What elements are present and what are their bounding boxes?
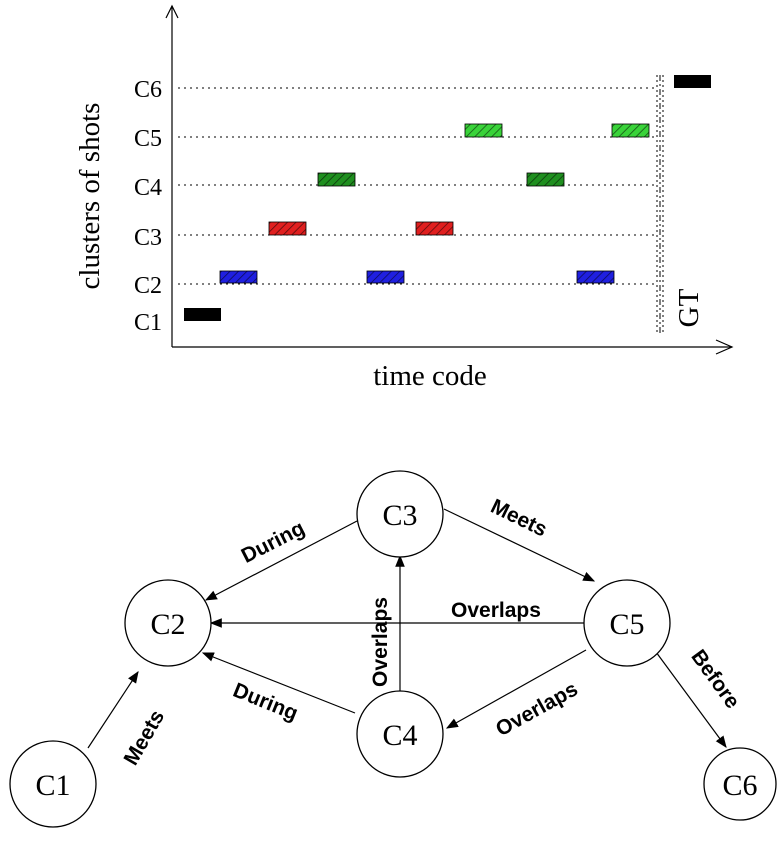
bar-c3-2 (415, 221, 454, 236)
row-label-c1: C1 (134, 310, 162, 336)
node-c5: C5 (583, 579, 671, 667)
node-c3-label: C3 (382, 499, 417, 532)
row-labels: C6 C5 C4 C3 C2 C1 (134, 77, 162, 336)
gt-label: GT (673, 288, 705, 327)
bar-c3-1 (268, 221, 307, 236)
timeline-chart: clusters of shots time code C6 C5 C4 C3 … (74, 4, 734, 392)
gt-separator (656, 75, 664, 335)
bar-c5-2 (611, 123, 650, 138)
x-axis-arrowhead (715, 339, 734, 355)
bar-c4-2 (526, 172, 565, 187)
row-label-c2: C2 (134, 273, 162, 299)
node-c3: C3 (356, 470, 444, 558)
shot-bars (184, 75, 711, 321)
bar-c6-1 (674, 75, 711, 88)
bar-c5-1 (464, 123, 503, 138)
edge-label-c5-c2: Overlaps (451, 599, 541, 622)
node-c2: C2 (124, 579, 212, 667)
edge-label-c5-c6: Before (686, 646, 744, 713)
bar-c2-3 (576, 270, 615, 284)
y-axis-arrowhead (165, 4, 179, 19)
bar-c2-1 (219, 270, 258, 284)
node-c4-label: C4 (382, 719, 417, 752)
edge-label-c1-c2: Meets (120, 706, 170, 769)
x-axis-label: time code (373, 360, 487, 392)
bar-c4-1 (317, 172, 356, 187)
bar-c2-2 (366, 270, 405, 284)
row-guides (178, 87, 655, 285)
edge-c5-c4 (445, 649, 587, 729)
edge-label-c5-c4: Overlaps (492, 677, 582, 741)
node-c6-label: C6 (722, 769, 757, 802)
node-c1: C1 (9, 740, 97, 828)
node-c1-label: C1 (35, 769, 70, 802)
edge-c5-c6 (655, 651, 727, 748)
row-label-c4: C4 (134, 175, 162, 201)
graph-edges (87, 508, 727, 749)
edge-c3-c2 (204, 520, 358, 601)
edge-c1-c2 (87, 670, 139, 749)
edge-label-c3-c2: During (238, 517, 309, 568)
edge-c3-c5 (443, 508, 596, 582)
edge-c4-c2 (201, 652, 356, 714)
row-label-c3: C3 (134, 225, 162, 251)
edge-label-c4-c2: During (230, 679, 301, 726)
node-c6: C6 (703, 747, 777, 821)
edge-label-c4-c3: Overlaps (369, 597, 392, 687)
node-c4: C4 (356, 690, 444, 778)
y-axis-label: clusters of shots (74, 103, 106, 290)
bar-c1-1 (184, 308, 221, 321)
node-c5-label: C5 (609, 608, 644, 641)
row-label-c5: C5 (134, 126, 162, 152)
row-label-c6: C6 (134, 77, 162, 103)
graph-nodes: C3 C2 C5 C4 C1 C6 (9, 470, 777, 828)
relation-graph: During Meets Overlaps Overlaps During Ov… (9, 470, 777, 828)
node-c2-label: C2 (150, 608, 185, 641)
